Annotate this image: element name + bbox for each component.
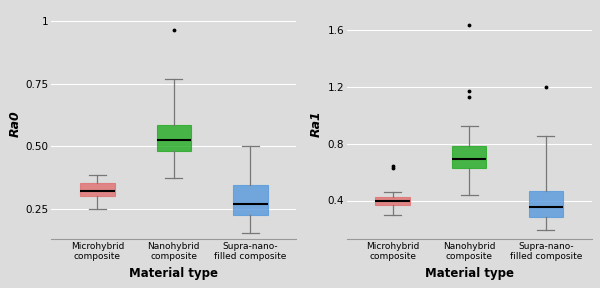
PathPatch shape xyxy=(157,125,191,151)
X-axis label: Material type: Material type xyxy=(130,267,218,280)
Y-axis label: Ra1: Ra1 xyxy=(310,110,323,137)
Y-axis label: Ra0: Ra0 xyxy=(8,110,22,137)
PathPatch shape xyxy=(376,197,410,205)
PathPatch shape xyxy=(529,191,563,217)
X-axis label: Material type: Material type xyxy=(425,267,514,280)
PathPatch shape xyxy=(80,183,115,196)
PathPatch shape xyxy=(452,146,487,168)
PathPatch shape xyxy=(233,185,268,215)
